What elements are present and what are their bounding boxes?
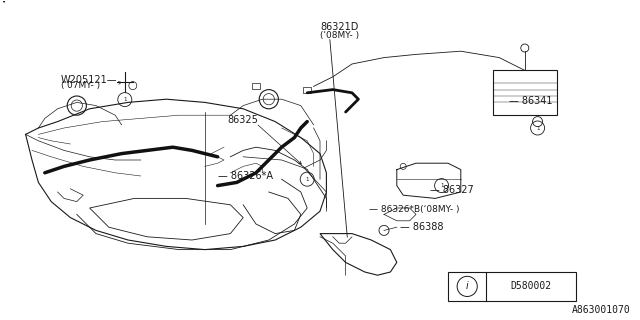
Text: 86321D: 86321D [320, 22, 358, 32]
Text: — 86326*A: — 86326*A [218, 171, 273, 181]
Text: D580002: D580002 [511, 281, 552, 292]
Text: — 86388: — 86388 [400, 222, 444, 232]
Text: A863001070: A863001070 [572, 305, 630, 316]
Text: — 86327: — 86327 [430, 185, 474, 196]
Polygon shape [397, 163, 461, 198]
Text: 1: 1 [536, 125, 540, 131]
Polygon shape [384, 208, 416, 221]
Bar [252, 84, 260, 89]
Bar [448, 272, 576, 301]
Text: — 86326*B(‘08MY- ): — 86326*B(‘08MY- ) [369, 205, 459, 214]
Text: ('08MY- ): ('08MY- ) [320, 31, 359, 40]
Text: W205121—: W205121— [61, 75, 117, 85]
Text: ('07MY- ): ('07MY- ) [61, 81, 100, 90]
Text: 1: 1 [440, 183, 444, 188]
Text: — 86341: — 86341 [509, 96, 552, 106]
Text: i: i [466, 281, 468, 292]
Text: 86325: 86325 [227, 115, 258, 125]
Bar [493, 70, 557, 115]
Bar [303, 87, 311, 92]
Text: 1: 1 [123, 97, 127, 102]
Text: 1: 1 [305, 177, 309, 182]
